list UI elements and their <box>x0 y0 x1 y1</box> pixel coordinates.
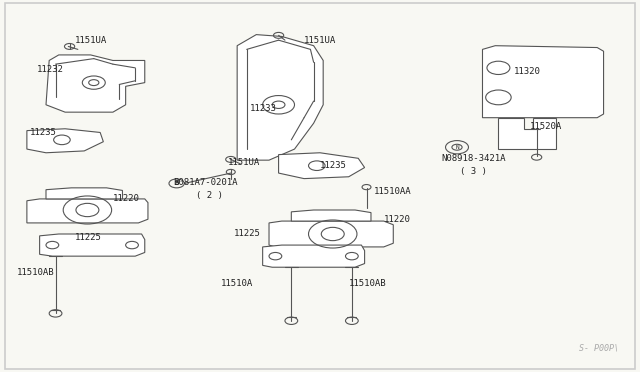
Text: S- P00P\: S- P00P\ <box>579 343 620 352</box>
Text: 1151UA: 1151UA <box>304 36 336 45</box>
Text: 11520A: 11520A <box>531 122 563 131</box>
Text: 11235: 11235 <box>320 161 347 170</box>
Text: 11225: 11225 <box>234 230 261 238</box>
Text: ( 3 ): ( 3 ) <box>460 167 487 176</box>
Text: N: N <box>455 145 459 150</box>
Text: ( 2 ): ( 2 ) <box>196 191 223 200</box>
Text: B081A7-0201A: B081A7-0201A <box>173 178 238 187</box>
Text: 11510AB: 11510AB <box>349 279 387 288</box>
Polygon shape <box>27 129 103 153</box>
Text: 1151UA: 1151UA <box>228 157 260 167</box>
Text: 11320: 11320 <box>515 67 541 76</box>
Text: 11233: 11233 <box>250 104 276 113</box>
Text: B: B <box>175 180 179 186</box>
Text: 11220: 11220 <box>113 195 140 203</box>
Text: N08918-3421A: N08918-3421A <box>441 154 506 163</box>
Polygon shape <box>278 153 365 179</box>
Polygon shape <box>269 221 394 247</box>
Polygon shape <box>27 199 148 223</box>
Polygon shape <box>40 234 145 256</box>
Text: 11235: 11235 <box>30 128 57 137</box>
Text: 11510AB: 11510AB <box>17 268 55 277</box>
Text: 11232: 11232 <box>36 65 63 74</box>
Text: 11510AA: 11510AA <box>374 187 412 196</box>
Polygon shape <box>483 46 604 118</box>
Polygon shape <box>46 55 145 112</box>
Polygon shape <box>291 210 371 221</box>
Polygon shape <box>46 188 122 199</box>
Text: 1151UA: 1151UA <box>75 36 107 45</box>
Polygon shape <box>262 245 365 267</box>
Text: 11220: 11220 <box>384 215 411 224</box>
Text: 11225: 11225 <box>75 233 102 242</box>
Polygon shape <box>237 35 323 160</box>
Text: 11510A: 11510A <box>221 279 253 288</box>
Polygon shape <box>499 118 556 149</box>
